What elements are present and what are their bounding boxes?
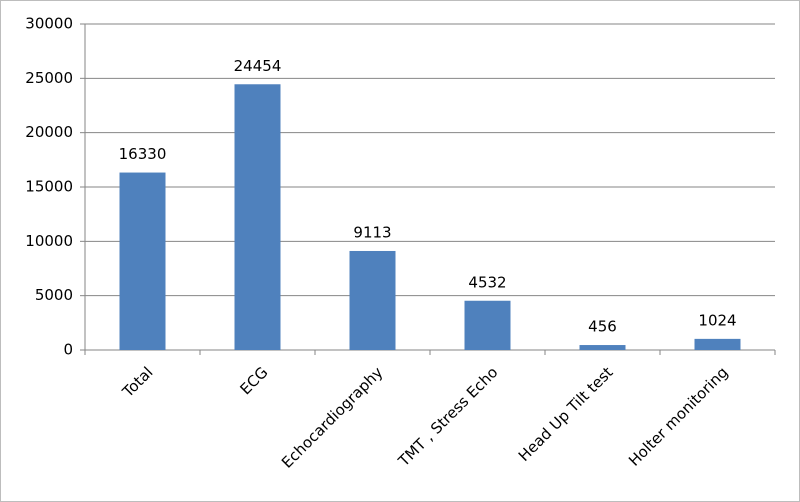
- data-label: 1024: [698, 311, 736, 329]
- bar: [119, 172, 166, 350]
- bar: [579, 345, 626, 350]
- y-tick-label: 0: [63, 341, 73, 359]
- data-label: 9113: [353, 223, 391, 241]
- bar: [234, 84, 281, 350]
- data-label: 16330: [119, 145, 167, 163]
- y-tick-label: 10000: [25, 232, 73, 250]
- y-tick-label: 25000: [25, 69, 73, 87]
- data-label: 24454: [234, 57, 282, 75]
- y-tick-label: 20000: [25, 123, 73, 141]
- y-tick-label: 15000: [25, 178, 73, 196]
- bar: [464, 300, 511, 350]
- y-tick-label: 30000: [25, 15, 73, 33]
- bar: [349, 250, 396, 350]
- y-tick-label: 5000: [35, 286, 73, 304]
- bar: [694, 338, 741, 350]
- data-label: 456: [588, 318, 617, 336]
- data-label: 4532: [468, 273, 506, 291]
